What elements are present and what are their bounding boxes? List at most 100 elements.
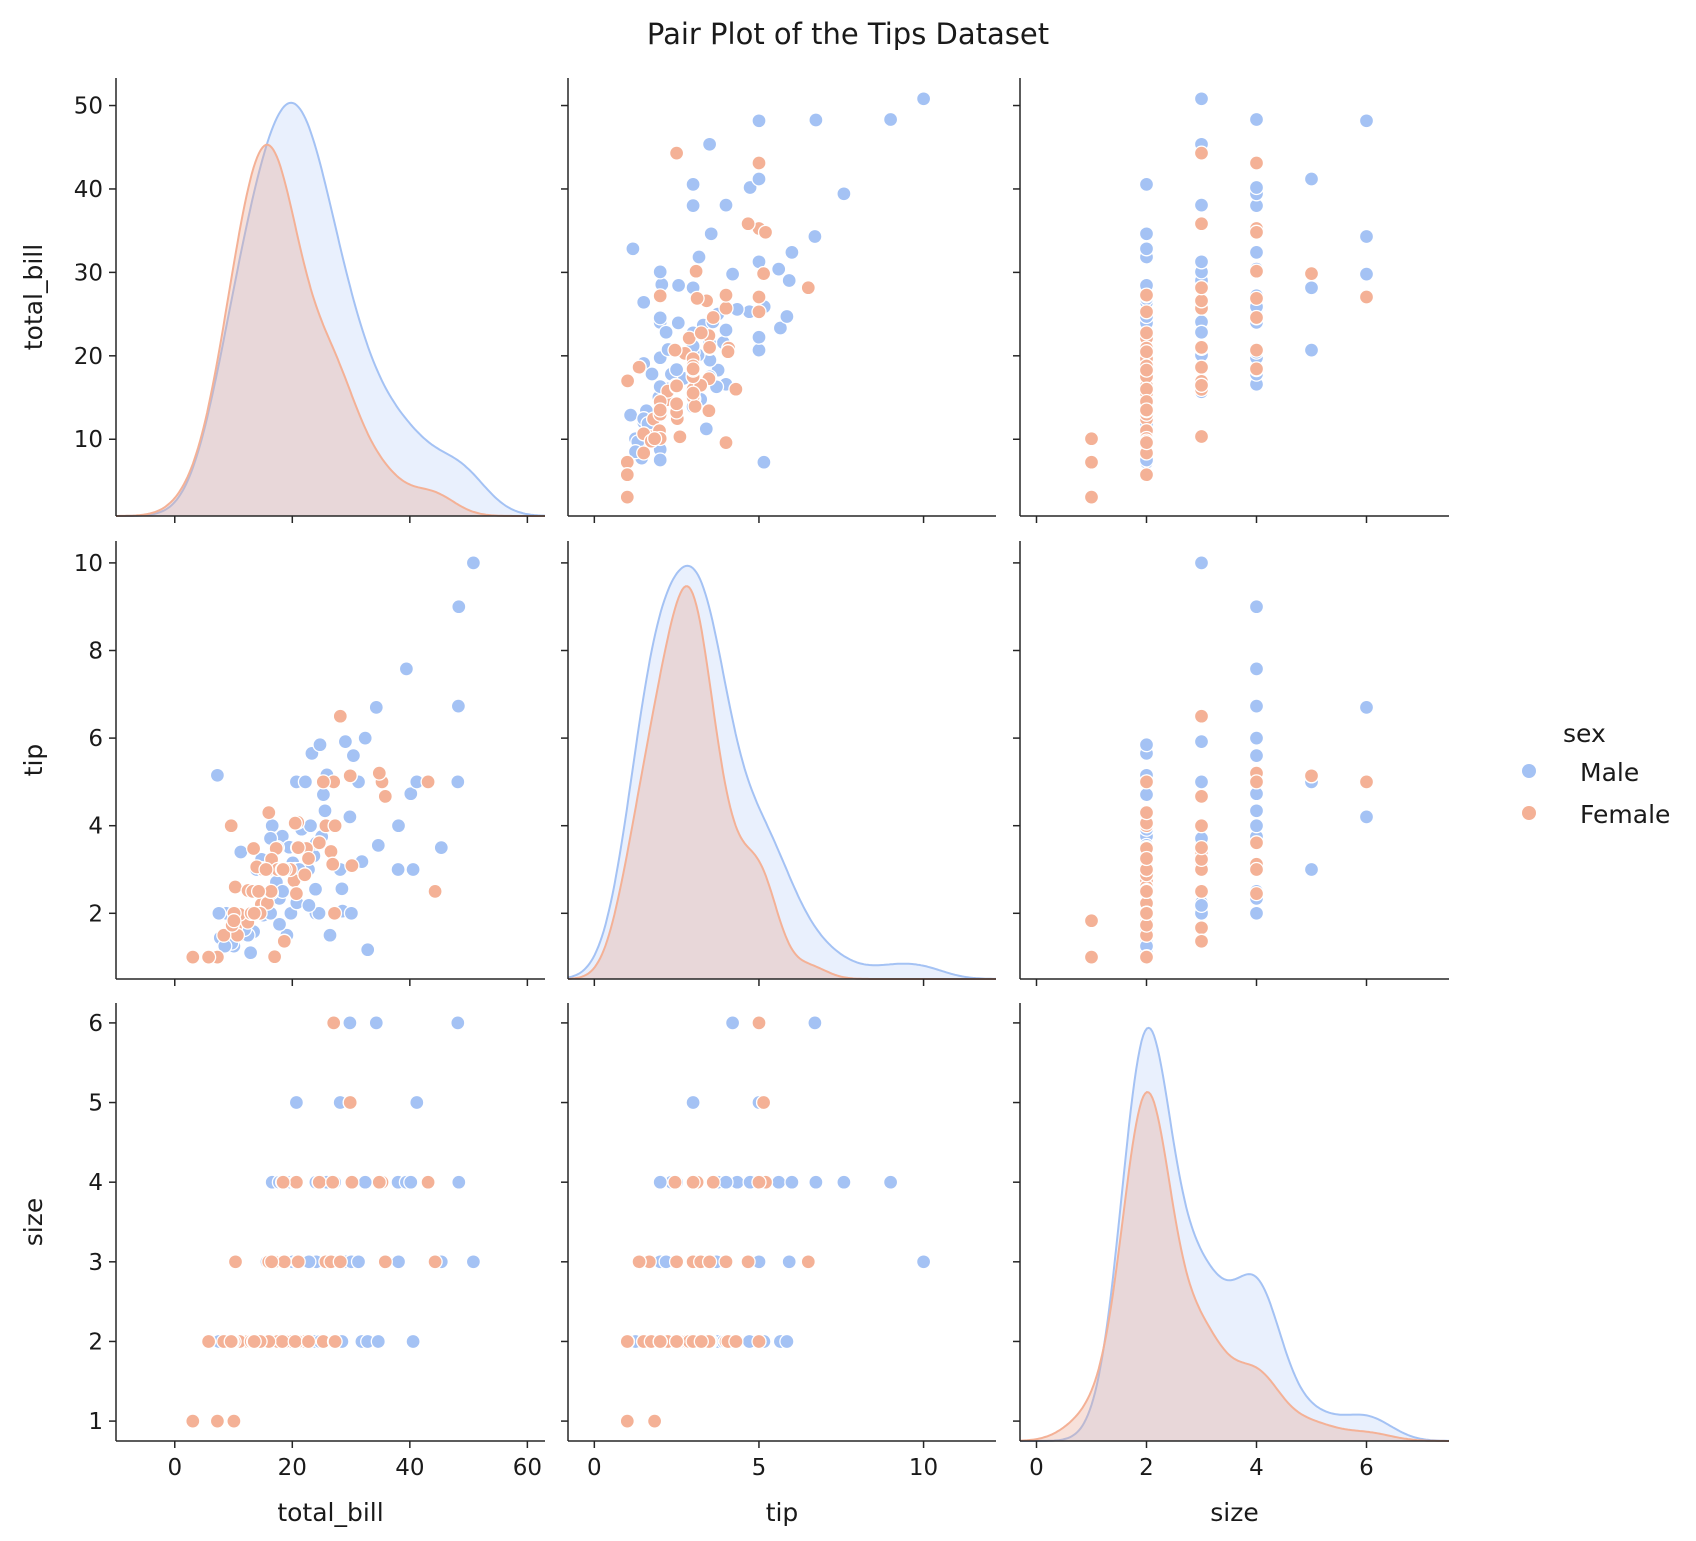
- scatter-point-female: [342, 1094, 358, 1111]
- scatter-point-female: [1248, 861, 1265, 878]
- scatter-point-female: [1248, 309, 1265, 326]
- scatter-point-female: [1138, 850, 1155, 867]
- scatter-point-female: [1303, 265, 1320, 282]
- scatter-point-female: [1248, 290, 1265, 307]
- panel-tip-vs-size: [1013, 541, 1449, 986]
- y-tick-label: 6: [88, 726, 103, 752]
- scatter-point-female: [427, 883, 443, 900]
- legend-label-male: Male: [1580, 758, 1639, 787]
- scatter-point-female: [371, 765, 387, 781]
- scatter-point-female: [276, 933, 292, 949]
- scatter-point-female: [1193, 818, 1210, 834]
- scatter-point-male: [465, 1254, 482, 1270]
- scatter-point-male: [807, 1015, 823, 1031]
- scatter-point-male: [756, 454, 772, 470]
- scatter-point-male: [808, 112, 824, 128]
- scatter-point-male: [398, 661, 415, 677]
- y-tick-label: 4: [88, 814, 103, 840]
- scatter-point-male: [322, 927, 338, 943]
- scatter-point-male: [685, 176, 701, 193]
- scatter-point-male: [311, 905, 327, 921]
- scatter-point-female: [342, 768, 358, 784]
- scatter-point-female: [266, 949, 283, 965]
- scatter-point-female: [1138, 804, 1155, 821]
- scatter-point-male: [370, 1333, 386, 1350]
- scatter-point-male: [403, 786, 419, 802]
- scatter-point-male: [718, 322, 734, 338]
- scatter-point-male: [1193, 91, 1210, 107]
- scatter-point-female: [261, 804, 277, 821]
- scatter-point-male: [652, 310, 668, 326]
- kde-fill-male: [568, 565, 996, 979]
- scatter-point-male: [390, 1254, 407, 1270]
- scatter-point-male: [751, 171, 767, 187]
- scatter-point-male: [1193, 733, 1210, 750]
- scatter-point-male: [698, 421, 714, 437]
- scatter-point-female: [1193, 359, 1210, 375]
- panel-total_bill-vs-size: [1013, 78, 1449, 523]
- scatter-point-female: [226, 1413, 242, 1429]
- scatter-point-male: [403, 1174, 419, 1190]
- y-axis-label-size: size: [19, 1198, 48, 1246]
- scatter-point-female: [1193, 145, 1210, 161]
- scatter-point-male: [751, 329, 767, 345]
- scatter-point-female: [619, 489, 635, 505]
- scatter-point-female: [652, 402, 668, 418]
- scatter-point-female: [693, 325, 709, 341]
- scatter-point-male: [337, 733, 354, 750]
- scatter-point-male: [301, 897, 317, 914]
- x-axis-label-tip: tip: [766, 1498, 799, 1527]
- scatter-point-female: [1138, 434, 1155, 451]
- scatter-point-female: [1138, 949, 1155, 965]
- scatter-point-male: [450, 774, 466, 790]
- scatter-point-female: [1193, 883, 1210, 900]
- scatter-point-male: [691, 249, 707, 265]
- scatter-point-female: [619, 373, 636, 389]
- scatter-point-male: [465, 555, 482, 571]
- scatter-point-male: [1358, 113, 1375, 129]
- scatter-point-female: [800, 1254, 816, 1270]
- scatter-point-female: [751, 1174, 767, 1190]
- scatter-point-female: [344, 1174, 360, 1190]
- scatter-point-male: [1248, 661, 1265, 677]
- scatter-point-female: [668, 1254, 685, 1270]
- scatter-point-male: [451, 1174, 467, 1190]
- scatter-point-male: [703, 226, 719, 242]
- scatter-point-female: [631, 1254, 647, 1270]
- scatter-point-female: [227, 1254, 244, 1270]
- scatter-point-female: [701, 1254, 718, 1270]
- scatter-point-male: [622, 407, 639, 423]
- scatter-point-male: [685, 197, 701, 214]
- y-tick-label: 20: [74, 344, 103, 370]
- scatter-point-male: [718, 197, 734, 213]
- x-tick-label: 10: [909, 1455, 938, 1481]
- kde-fill-female: [1020, 1092, 1449, 1441]
- scatter-point-male: [271, 916, 288, 932]
- scatter-point-male: [451, 599, 467, 615]
- scatter-point-female: [274, 1333, 290, 1350]
- scatter-point-female: [667, 342, 683, 358]
- scatter-point-female: [720, 344, 736, 360]
- scatter-point-female: [652, 1333, 668, 1350]
- y-tick-label: 40: [74, 177, 103, 203]
- scatter-point-female: [288, 885, 305, 902]
- scatter-point-female: [728, 381, 744, 397]
- scatter-point-male: [772, 320, 789, 336]
- scatter-point-female: [646, 431, 663, 447]
- scatter-point-female: [705, 309, 721, 326]
- scatter-point-female: [377, 788, 393, 805]
- scatter-point-male: [836, 1174, 852, 1190]
- scatter-point-female: [287, 815, 303, 831]
- scatter-point-female: [226, 913, 242, 929]
- scatter-point-male: [211, 905, 227, 921]
- scatter-point-female: [1193, 280, 1210, 296]
- scatter-point-female: [668, 396, 685, 412]
- scatter-point-female: [1138, 304, 1155, 320]
- scatter-point-female: [327, 1333, 343, 1350]
- panel-size-vs-tip: 0 5 10 tip: [561, 1003, 996, 1527]
- scatter-point-male: [915, 1254, 932, 1270]
- scatter-point-female: [200, 949, 217, 965]
- scatter-point-female: [672, 429, 688, 445]
- scatter-point-male: [360, 942, 376, 958]
- figure-title: Pair Plot of the Tips Dataset: [647, 17, 1049, 51]
